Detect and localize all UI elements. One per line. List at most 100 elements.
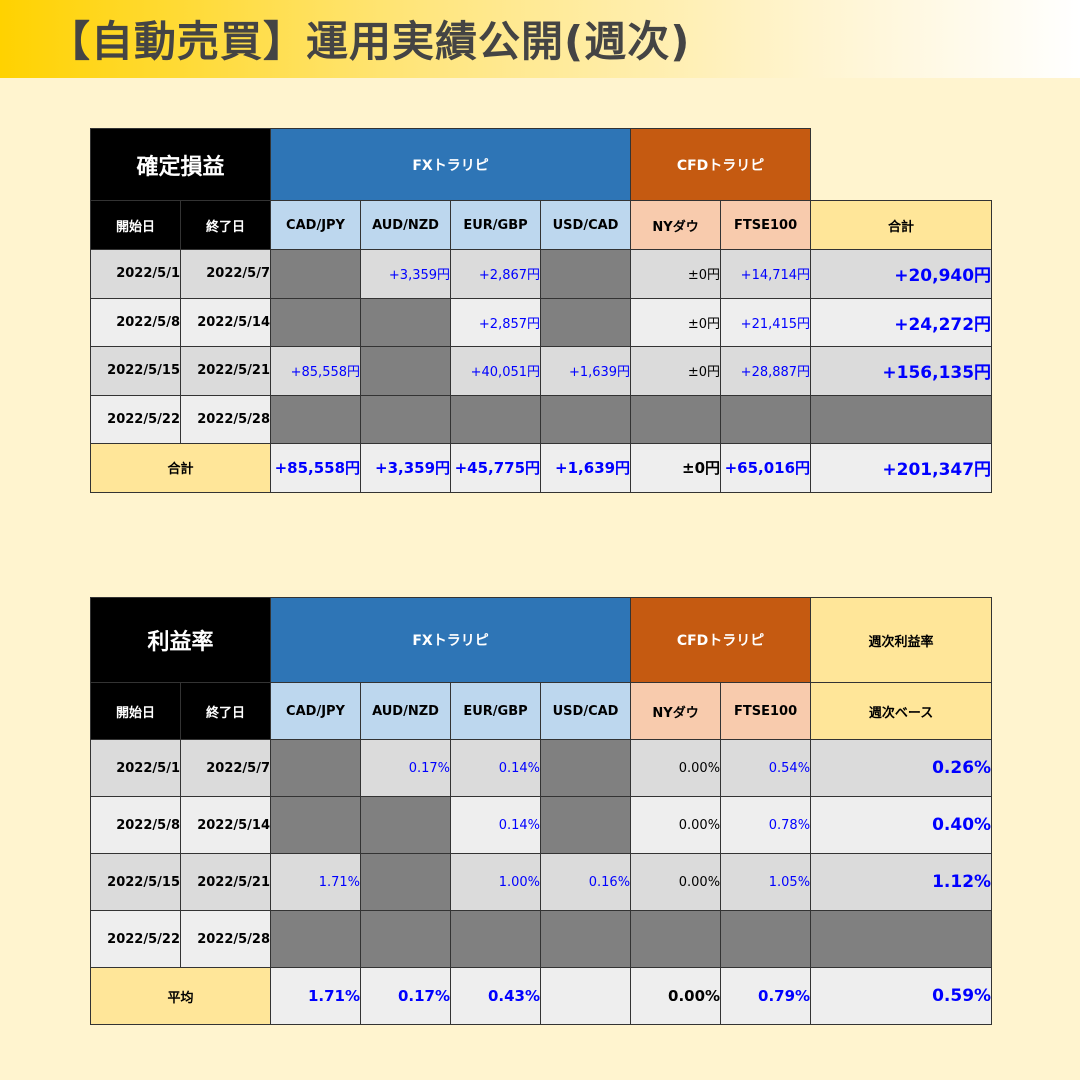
empty-cell xyxy=(720,394,812,444)
empty-cell xyxy=(360,346,452,396)
table-row: 2022/5/8 2022/5/14 +2,857円 ±0円 +21,415円 +24,2… xyxy=(90,297,993,347)
summary-total: 0.59% xyxy=(810,967,993,1025)
empty-cell xyxy=(450,394,542,444)
empty-cell xyxy=(810,394,993,444)
summary-row: 平均 1.71% 0.17% 0.43% 0.00% 0.79% 0.59% xyxy=(89,967,993,1025)
value-cell: 0.00% xyxy=(630,739,722,797)
column-header: CAD/JPY xyxy=(270,200,362,250)
start-date: 2022/5/8 xyxy=(90,796,181,854)
value-cell: 0.14% xyxy=(450,796,542,854)
column-header: CAD/JPY xyxy=(270,682,362,740)
group-header-fx: FXトラリピ xyxy=(270,597,632,683)
header-end-date: 終了日 xyxy=(179,682,272,740)
row-total: +20,940円 xyxy=(810,249,993,299)
value-cell: +1,639円 xyxy=(540,346,632,396)
header-start-date: 開始日 xyxy=(90,682,181,740)
end-date: 2022/5/28 xyxy=(179,394,272,444)
end-date: 2022/5/28 xyxy=(179,910,272,968)
value-cell: 0.00% xyxy=(630,796,722,854)
empty-cell xyxy=(540,394,632,444)
summary-value: 0.43% xyxy=(450,967,542,1025)
value-cell: 1.71% xyxy=(270,853,362,911)
empty-cell xyxy=(450,910,542,968)
column-header: EUR/GBP xyxy=(450,682,542,740)
group-header-cfd: CFDトラリピ xyxy=(630,597,812,683)
summary-value: +85,558円 xyxy=(270,443,362,493)
header-end-date: 終了日 xyxy=(179,200,272,250)
empty-cell xyxy=(270,796,362,854)
empty-cell xyxy=(270,394,362,444)
group-header-fx: FXトラリピ xyxy=(270,128,632,201)
summary-value: ±0円 xyxy=(630,443,722,493)
empty-cell xyxy=(270,739,362,797)
column-header: NYダウ xyxy=(630,682,722,740)
table-row: 2022/5/15 2022/5/21 1.71% 1.00% 0.16% 0.00% 1.… xyxy=(90,853,993,911)
end-date: 2022/5/7 xyxy=(179,739,272,797)
start-date: 2022/5/22 xyxy=(90,394,181,444)
table-row: 2022/5/15 2022/5/21 +85,558円 +40,051円 +1,639… xyxy=(90,346,993,396)
summary-value: 0.17% xyxy=(360,967,452,1025)
value-cell: +3,359円 xyxy=(360,249,452,299)
start-date: 2022/5/1 xyxy=(90,739,181,797)
table-row: 2022/5/1 2022/5/7 +3,359円 +2,867円 ±0円 +14,714… xyxy=(90,249,993,299)
start-date: 2022/5/1 xyxy=(90,249,181,299)
row-total: +24,272円 xyxy=(810,297,993,347)
column-header: FTSE100 xyxy=(720,200,812,250)
value-cell: 0.78% xyxy=(720,796,812,854)
column-header: USD/CAD xyxy=(540,200,632,250)
empty-cell xyxy=(630,394,722,444)
row-total: +156,135円 xyxy=(810,346,993,396)
value-cell: +2,857円 xyxy=(450,297,542,347)
summary-row: 合計 +85,558円 +3,359円 +45,775円 +1,639円 ±0円 +65,0… xyxy=(89,443,993,493)
value-cell: 0.00% xyxy=(630,853,722,911)
table-title: 利益率 xyxy=(89,597,272,683)
column-header: FTSE100 xyxy=(720,682,812,740)
summary-label: 合計 xyxy=(89,443,272,493)
value-cell: 1.00% xyxy=(450,853,542,911)
column-header: AUD/NZD xyxy=(360,682,452,740)
value-cell: +40,051円 xyxy=(450,346,542,396)
empty-cell xyxy=(360,853,452,911)
summary-value: 0.00% xyxy=(630,967,722,1025)
column-header: AUD/NZD xyxy=(360,200,452,250)
empty-cell xyxy=(810,910,993,968)
value-cell: +2,867円 xyxy=(450,249,542,299)
empty-cell xyxy=(270,249,362,299)
empty-cell xyxy=(360,394,452,444)
empty-corner xyxy=(811,129,992,201)
summary-total: +201,347円 xyxy=(810,443,993,493)
start-date: 2022/5/15 xyxy=(90,853,181,911)
value-cell: 1.05% xyxy=(720,853,812,911)
empty-cell xyxy=(540,297,632,347)
group-header-cfd: CFDトラリピ xyxy=(630,128,812,201)
table-row: 2022/5/1 2022/5/7 0.17% 0.14% 0.00% 0.54% 0.26… xyxy=(90,739,993,797)
table-row: 2022/5/8 2022/5/14 0.14% 0.00% 0.78% 0.40% xyxy=(90,796,993,854)
summary-value: 1.71% xyxy=(270,967,362,1025)
header-total: 週次ベース xyxy=(810,682,993,740)
column-header: EUR/GBP xyxy=(450,200,542,250)
summary-value: +45,775円 xyxy=(450,443,542,493)
group-header-total: 週次利益率 xyxy=(810,597,993,683)
empty-cell xyxy=(540,910,632,968)
empty-cell xyxy=(540,249,632,299)
header-start-date: 開始日 xyxy=(90,200,181,250)
title-banner: 【自動売買】運用実績公開(週次) xyxy=(0,0,1080,78)
value-cell: ±0円 xyxy=(630,346,722,396)
row-total: 0.26% xyxy=(810,739,993,797)
page-title: 【自動売買】運用実績公開(週次) xyxy=(48,17,691,66)
value-cell: 0.16% xyxy=(540,853,632,911)
profit-table: 確定損益 FXトラリピ CFDトラリピ開始日 終了日 CAD/JPY AUD/NZD EUR… xyxy=(89,128,993,493)
row-total: 1.12% xyxy=(810,853,993,911)
empty-cell xyxy=(270,297,362,347)
table-title: 確定損益 xyxy=(89,128,272,201)
end-date: 2022/5/7 xyxy=(179,249,272,299)
table-row: 2022/5/22 2022/5/28 xyxy=(90,394,993,444)
summary-value: +1,639円 xyxy=(540,443,632,493)
value-cell: 0.17% xyxy=(360,739,452,797)
start-date: 2022/5/8 xyxy=(90,297,181,347)
empty-cell xyxy=(360,297,452,347)
column-header: USD/CAD xyxy=(540,682,632,740)
value-cell: +85,558円 xyxy=(270,346,362,396)
row-total: 0.40% xyxy=(810,796,993,854)
empty-cell xyxy=(720,910,812,968)
